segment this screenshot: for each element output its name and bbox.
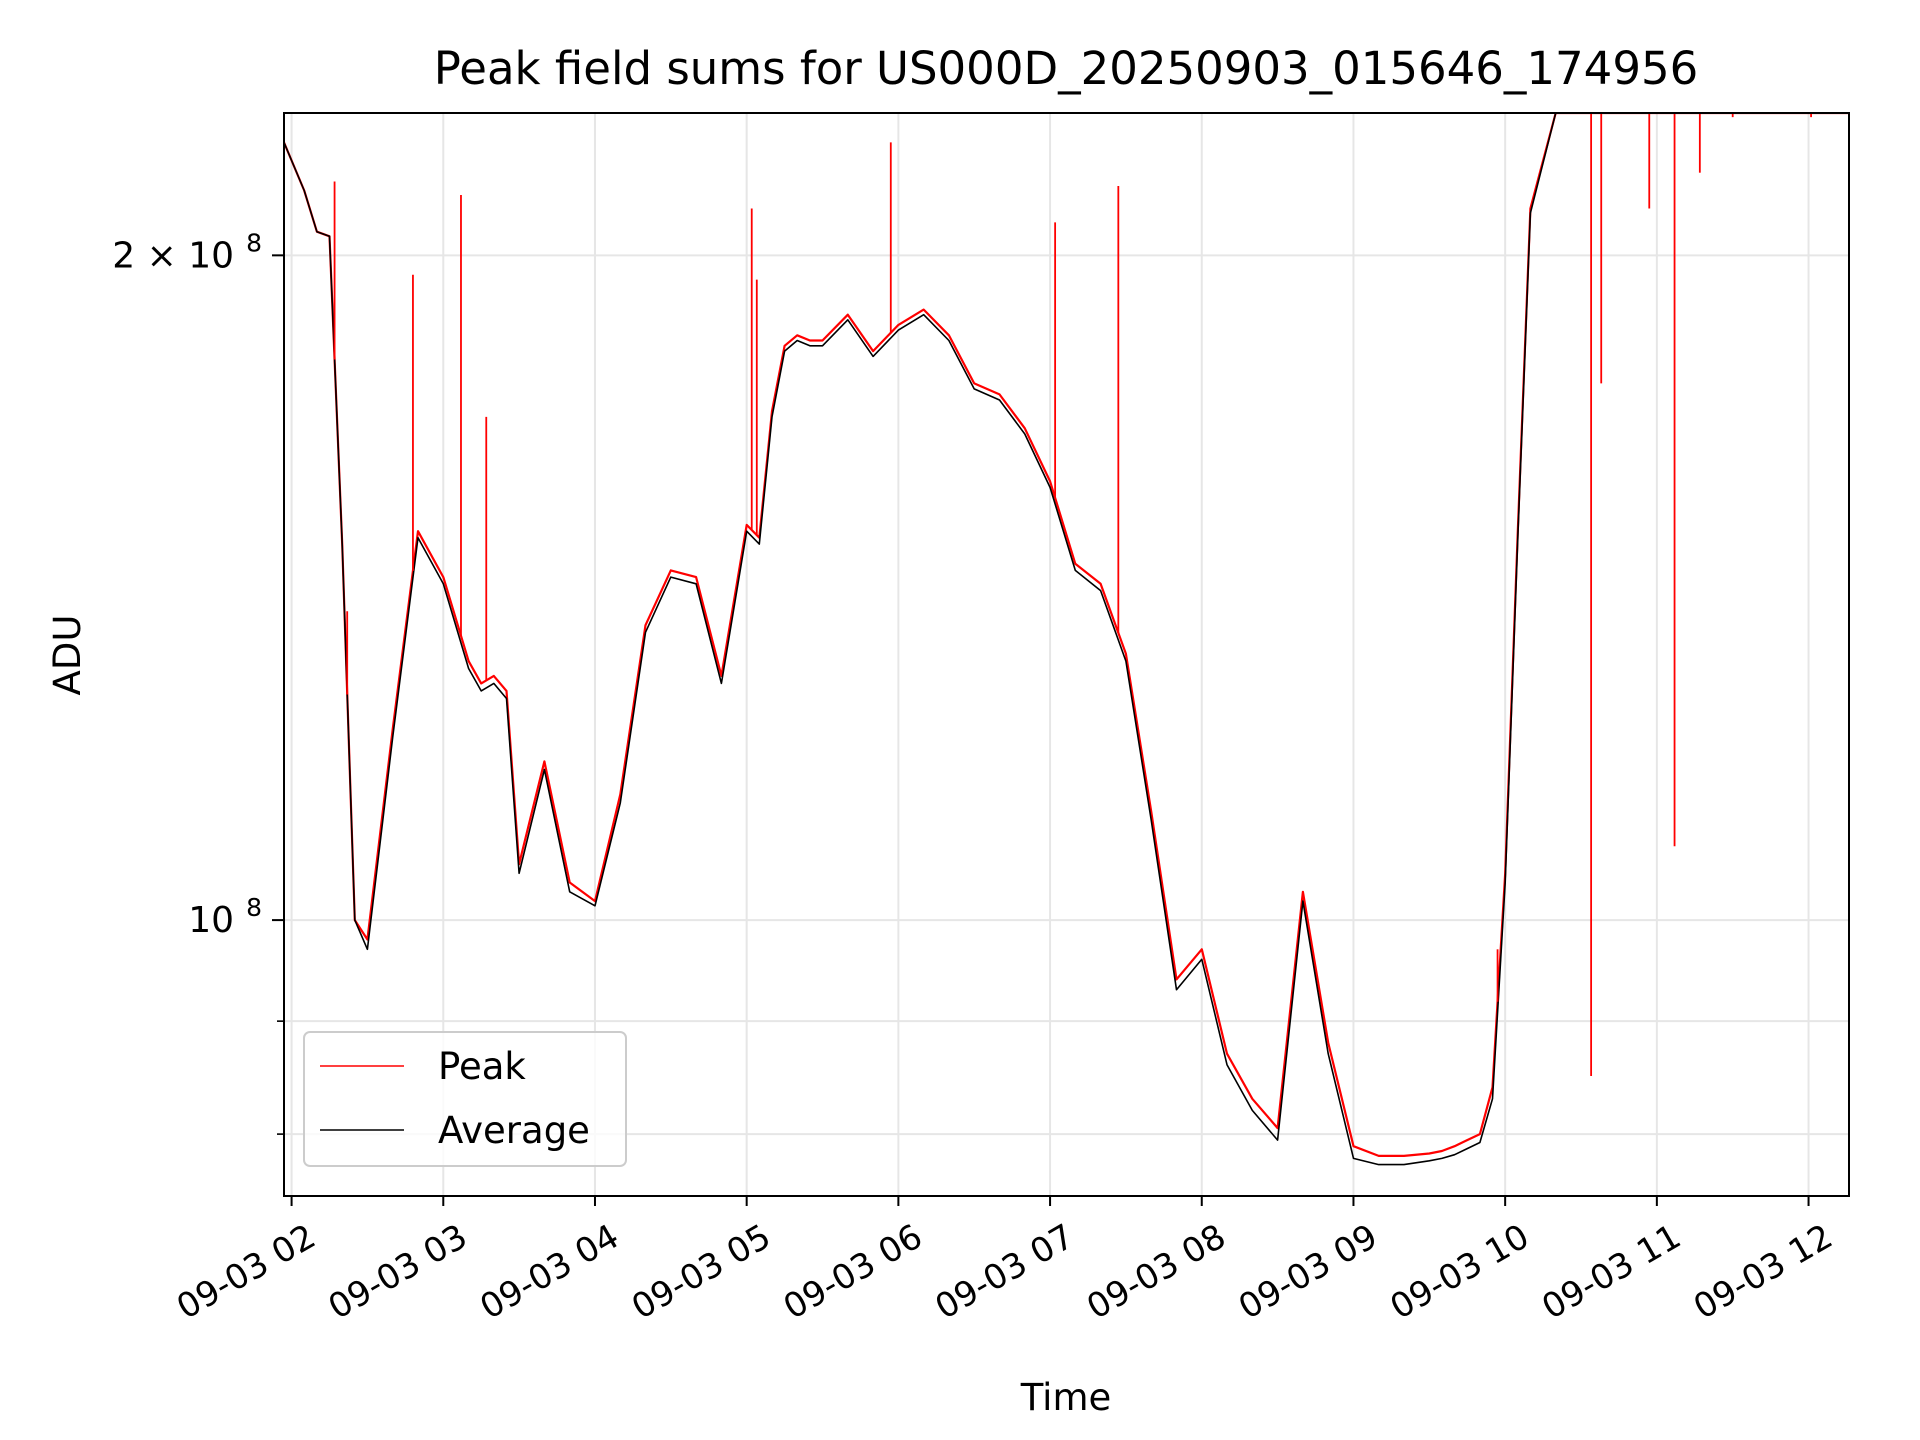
legend-label-peak: Peak [438,1045,526,1088]
y-tick-exponent: 8 [246,228,262,257]
y-axis-label: ADU [46,615,89,696]
plot-area [284,113,1849,1166]
y-tick-label: 10 [188,900,234,941]
series-line-peak [284,113,1849,1158]
legend: Peak Average [303,1031,627,1167]
y-tick-label: 2 × 10 [112,235,234,276]
grid [284,113,1849,1196]
series-line-average [284,113,1849,1166]
y-axis: 2 × 10 8 10 8 [112,228,284,1135]
plot-frame [283,112,1850,1197]
x-axis-label: Time [1020,1376,1112,1419]
chart-title: Peak field sums for US000D_20250903_0156… [434,42,1698,95]
legend-label-average: Average [438,1109,590,1152]
y-tick-exponent: 8 [246,893,262,922]
